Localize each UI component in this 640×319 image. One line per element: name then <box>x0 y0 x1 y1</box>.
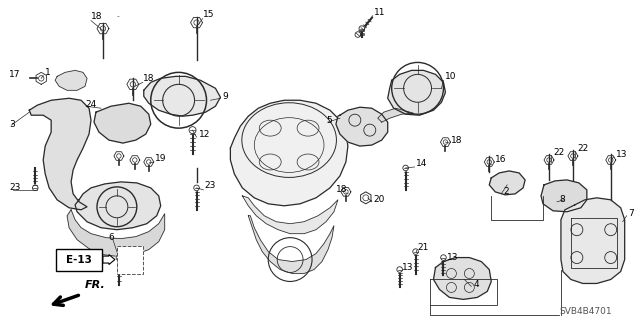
Text: 18: 18 <box>451 136 463 145</box>
Circle shape <box>116 255 122 260</box>
Text: 7: 7 <box>628 209 634 218</box>
Circle shape <box>413 249 419 254</box>
Polygon shape <box>130 156 140 164</box>
Text: 15: 15 <box>202 10 214 19</box>
Circle shape <box>132 158 137 162</box>
Polygon shape <box>489 171 525 195</box>
Text: 21: 21 <box>417 243 429 252</box>
Circle shape <box>403 165 408 171</box>
Text: 2: 2 <box>503 187 509 197</box>
Polygon shape <box>243 196 338 234</box>
Polygon shape <box>605 156 616 164</box>
Text: 14: 14 <box>415 160 427 168</box>
FancyBboxPatch shape <box>56 249 102 271</box>
Circle shape <box>130 82 136 87</box>
Polygon shape <box>55 70 87 90</box>
Text: 22: 22 <box>577 144 588 152</box>
Text: SVB4B4701: SVB4B4701 <box>559 307 612 316</box>
Circle shape <box>444 140 448 144</box>
Text: 23: 23 <box>205 182 216 190</box>
Circle shape <box>189 127 196 134</box>
Circle shape <box>359 26 365 31</box>
Circle shape <box>397 267 403 272</box>
Text: 16: 16 <box>495 155 507 165</box>
Polygon shape <box>360 192 371 204</box>
Polygon shape <box>388 70 445 115</box>
Polygon shape <box>484 158 494 166</box>
Text: 18: 18 <box>91 12 102 21</box>
Text: 12: 12 <box>198 130 210 139</box>
Text: 24: 24 <box>85 100 96 109</box>
FancyArrow shape <box>103 255 115 264</box>
Polygon shape <box>541 180 587 212</box>
Text: 4: 4 <box>474 280 479 289</box>
Polygon shape <box>433 257 492 300</box>
Polygon shape <box>544 156 554 164</box>
Circle shape <box>147 160 151 164</box>
Text: 5: 5 <box>326 116 332 125</box>
Text: 19: 19 <box>155 153 166 162</box>
Polygon shape <box>561 198 625 284</box>
Polygon shape <box>94 103 151 143</box>
Circle shape <box>571 154 575 158</box>
Text: 9: 9 <box>223 92 228 101</box>
Polygon shape <box>341 188 351 196</box>
Text: 18: 18 <box>143 74 154 83</box>
Text: 13: 13 <box>616 150 627 159</box>
Circle shape <box>38 76 44 81</box>
Polygon shape <box>144 76 220 116</box>
Text: 10: 10 <box>445 72 457 81</box>
Text: 13: 13 <box>402 263 413 272</box>
Text: E-13: E-13 <box>66 255 92 264</box>
Circle shape <box>128 254 132 258</box>
Text: 17: 17 <box>10 70 21 79</box>
Polygon shape <box>67 210 164 256</box>
Polygon shape <box>75 182 161 230</box>
Polygon shape <box>248 216 334 273</box>
Polygon shape <box>36 72 46 84</box>
Text: 3: 3 <box>10 120 15 129</box>
Circle shape <box>441 255 446 260</box>
Circle shape <box>547 158 551 162</box>
Text: 6: 6 <box>108 233 114 242</box>
Circle shape <box>344 189 348 194</box>
Circle shape <box>355 32 360 37</box>
Circle shape <box>609 158 613 162</box>
Circle shape <box>100 26 106 31</box>
Circle shape <box>487 160 492 164</box>
Text: 23: 23 <box>10 183 20 192</box>
Text: 20: 20 <box>374 195 385 204</box>
Polygon shape <box>29 98 91 210</box>
Text: 13: 13 <box>447 253 459 262</box>
Polygon shape <box>114 152 124 160</box>
Polygon shape <box>127 79 139 90</box>
Circle shape <box>194 185 199 191</box>
Text: 18: 18 <box>337 185 348 194</box>
Polygon shape <box>144 158 154 166</box>
Polygon shape <box>440 138 451 146</box>
Text: 11: 11 <box>374 8 385 17</box>
Polygon shape <box>378 108 413 122</box>
Circle shape <box>33 185 38 191</box>
Polygon shape <box>568 152 578 160</box>
Text: –: – <box>117 14 120 19</box>
Polygon shape <box>97 23 109 34</box>
Polygon shape <box>336 107 388 146</box>
Bar <box>117 246 143 273</box>
Polygon shape <box>230 100 348 206</box>
Polygon shape <box>191 18 202 28</box>
Circle shape <box>116 154 121 158</box>
Text: 1: 1 <box>45 68 51 77</box>
Circle shape <box>194 20 199 25</box>
Text: 8: 8 <box>559 195 564 204</box>
Text: FR.: FR. <box>85 280 106 290</box>
Text: 22: 22 <box>553 147 564 157</box>
